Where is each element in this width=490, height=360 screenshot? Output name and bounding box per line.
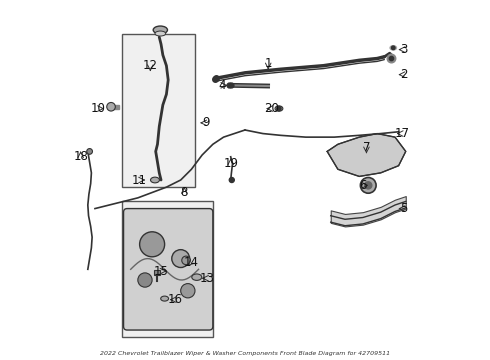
Circle shape [107,103,115,111]
Circle shape [138,273,152,287]
Circle shape [277,107,281,111]
Text: 2: 2 [400,68,408,81]
Text: 2022 Chevrolet Trailblazer Wiper & Washer Components Front Blade Diagram for 427: 2022 Chevrolet Trailblazer Wiper & Washe… [100,351,390,356]
Ellipse shape [155,31,166,36]
Circle shape [390,57,393,61]
Text: 19: 19 [223,157,238,170]
Polygon shape [327,134,406,176]
Text: 5: 5 [400,202,408,215]
FancyBboxPatch shape [123,208,213,330]
Text: 9: 9 [202,116,209,129]
Text: 20: 20 [264,102,279,115]
Text: 10: 10 [91,102,106,115]
Ellipse shape [192,274,202,280]
Text: 7: 7 [363,141,370,154]
Circle shape [387,54,396,63]
Ellipse shape [150,177,159,183]
Text: 1: 1 [265,57,272,71]
Circle shape [87,149,93,154]
Text: 3: 3 [400,43,408,56]
Text: 12: 12 [143,59,158,72]
Circle shape [360,177,376,193]
Circle shape [229,177,234,183]
Bar [122,202,213,337]
Circle shape [365,182,372,189]
Text: 13: 13 [200,272,215,285]
Text: 15: 15 [154,265,169,278]
Text: 8: 8 [181,186,188,199]
Circle shape [182,256,190,265]
Circle shape [181,284,195,298]
Text: 18: 18 [73,150,88,163]
Circle shape [172,249,190,267]
Ellipse shape [275,106,283,111]
Ellipse shape [153,26,168,34]
Text: 11: 11 [132,174,147,186]
Text: 16: 16 [168,293,183,306]
Text: 6: 6 [359,179,367,192]
Text: 17: 17 [394,127,410,140]
Ellipse shape [390,46,396,50]
Bar [112,105,119,109]
Bar [154,270,160,275]
Text: 14: 14 [184,256,199,269]
Bar [122,33,195,187]
Ellipse shape [161,296,169,301]
Circle shape [392,46,395,50]
Circle shape [140,232,165,257]
Text: 4: 4 [218,79,225,92]
